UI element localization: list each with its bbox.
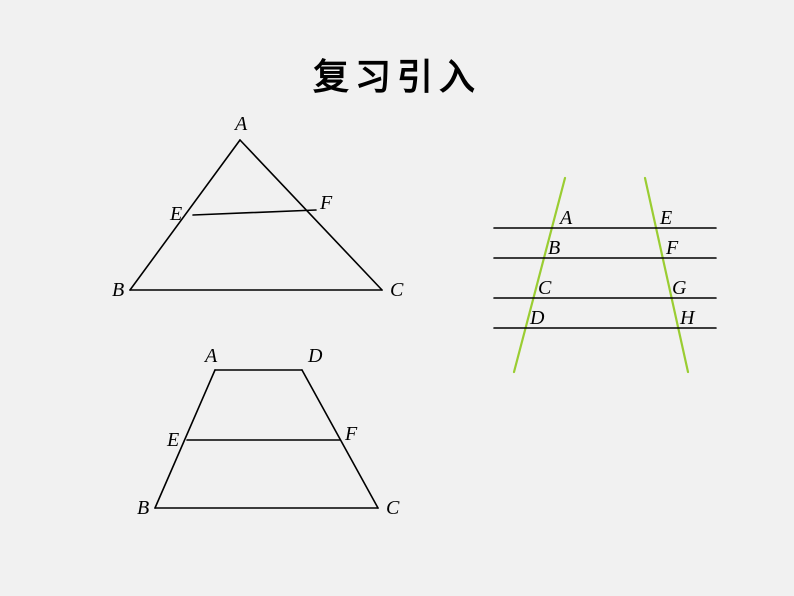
point-label-e: E [659, 207, 672, 229]
point-label-a: A [203, 345, 218, 367]
point-label-e: E [169, 203, 182, 225]
point-label-f: F [319, 192, 333, 214]
diagram-canvas: ABCEF ADBCEF AEBFCGDH [0, 0, 794, 596]
point-label-b: B [137, 497, 149, 519]
figure-parallel-lines: A E B F C G D H [494, 178, 716, 372]
point-label-d: D [529, 307, 545, 329]
point-label-e: E [166, 429, 179, 451]
point-label-d: D [307, 345, 323, 367]
point-label-a: A [233, 113, 248, 135]
point-label-b: B [112, 279, 124, 301]
point-label-b: B [548, 237, 560, 259]
figure-triangle: A B C E F [112, 113, 404, 301]
point-label-c: C [538, 277, 552, 299]
figure-trapezoid: A D B C E F [137, 345, 400, 519]
point-label-f: F [665, 237, 679, 259]
point-label-c: C [386, 497, 400, 519]
point-label-a: A [558, 207, 573, 229]
point-label-g: G [672, 277, 687, 299]
point-label-h: H [679, 307, 696, 329]
point-label-c: C [390, 279, 404, 301]
point-label-f: F [344, 423, 358, 445]
